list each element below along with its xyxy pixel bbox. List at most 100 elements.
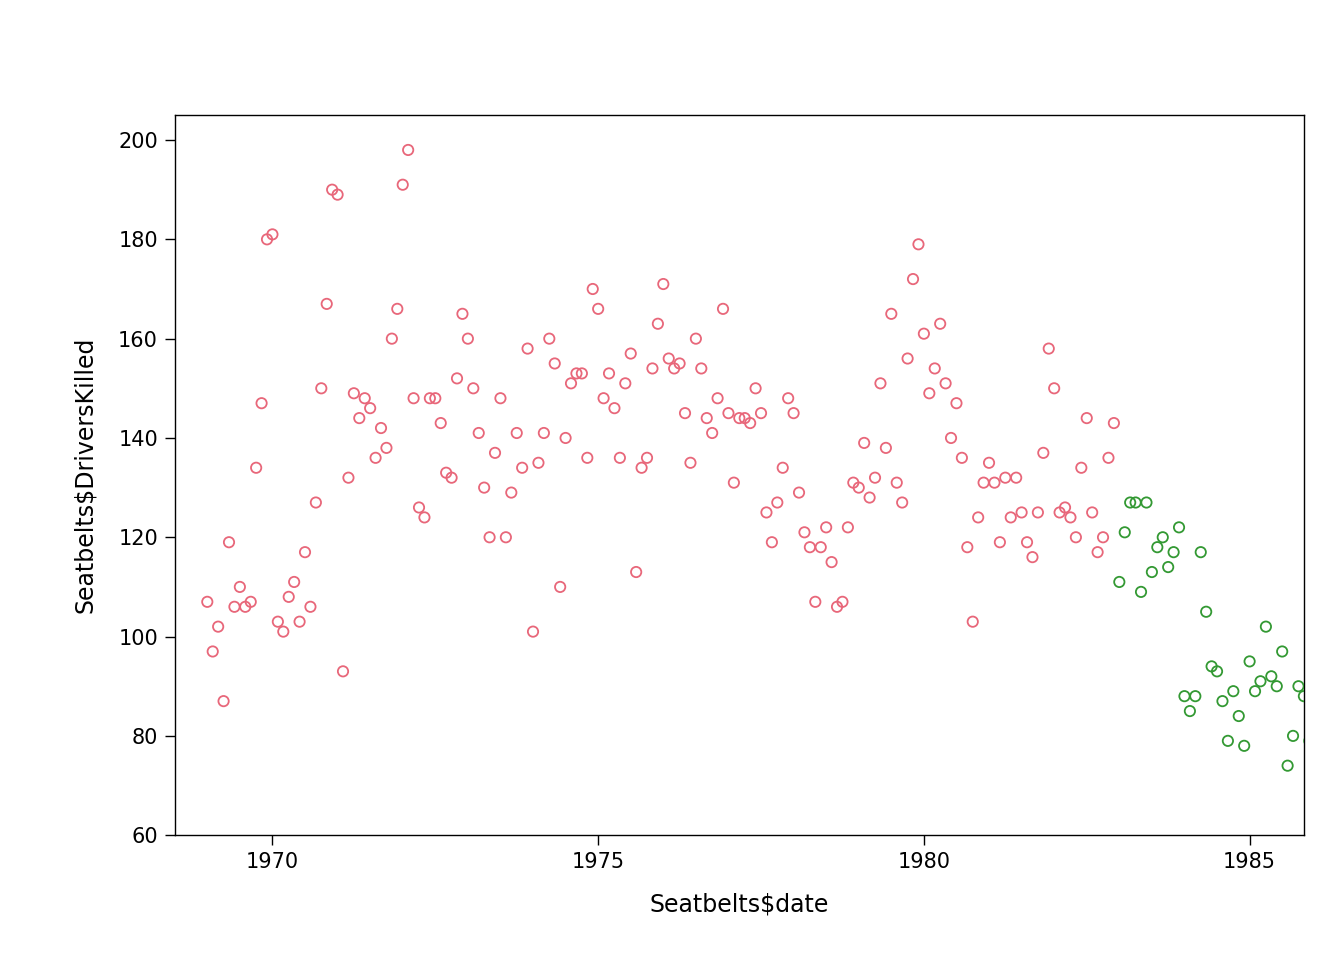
Point xyxy=(930,316,952,331)
Point xyxy=(382,331,403,347)
Point xyxy=(1054,500,1075,516)
Point xyxy=(523,624,544,639)
Point xyxy=(896,350,918,366)
Point xyxy=(409,500,430,516)
Point xyxy=(495,530,516,545)
Point xyxy=(680,455,702,470)
Point xyxy=(1087,544,1109,560)
Point xyxy=(462,380,484,396)
Point xyxy=(560,375,582,391)
Point xyxy=(1218,733,1239,749)
Point xyxy=(262,227,284,242)
Point xyxy=(544,356,566,372)
Point xyxy=(1157,560,1179,575)
Point xyxy=(609,450,630,466)
Point xyxy=(794,524,816,540)
Point xyxy=(1261,668,1282,684)
Point xyxy=(212,693,234,708)
Point xyxy=(1114,524,1136,540)
Point xyxy=(941,430,962,445)
Point xyxy=(539,331,560,347)
Point xyxy=(1250,674,1271,689)
Point xyxy=(1043,380,1064,396)
Point xyxy=(1077,411,1098,426)
Point xyxy=(669,356,691,372)
Point xyxy=(1082,505,1103,520)
Point xyxy=(973,475,995,491)
Point xyxy=(789,485,810,500)
Point xyxy=(918,386,939,401)
Point xyxy=(1168,519,1189,535)
Point xyxy=(864,470,886,486)
Point xyxy=(1173,688,1195,704)
Point xyxy=(289,614,310,630)
Point xyxy=(582,281,603,297)
Point xyxy=(550,579,571,594)
Point xyxy=(1016,535,1038,550)
Point xyxy=(1288,679,1309,694)
Point xyxy=(702,425,723,441)
Point xyxy=(886,475,907,491)
Point xyxy=(620,346,641,361)
Point xyxy=(376,441,398,456)
Point xyxy=(1234,738,1255,754)
Point xyxy=(712,301,734,317)
Point xyxy=(1038,341,1059,356)
Point xyxy=(1179,704,1200,719)
Point xyxy=(257,231,278,247)
Point xyxy=(1266,679,1288,694)
Point xyxy=(1239,654,1261,669)
Point xyxy=(337,470,359,486)
Point xyxy=(1005,470,1027,486)
Point xyxy=(843,475,864,491)
Point xyxy=(957,540,978,555)
Point xyxy=(946,396,968,411)
Point xyxy=(484,445,505,461)
Point xyxy=(810,540,832,555)
Point xyxy=(218,535,239,550)
Point xyxy=(430,416,452,431)
Point xyxy=(251,396,273,411)
Point xyxy=(1163,544,1184,560)
Point xyxy=(739,416,761,431)
Point xyxy=(321,182,343,198)
Point xyxy=(1120,494,1141,510)
Point xyxy=(267,614,289,630)
Point xyxy=(207,619,228,635)
Point xyxy=(707,391,728,406)
Point xyxy=(653,276,675,292)
Point xyxy=(1141,564,1163,580)
Point xyxy=(235,599,257,614)
Point xyxy=(294,544,316,560)
Point xyxy=(848,480,870,495)
Point xyxy=(571,366,593,381)
Point xyxy=(228,579,250,594)
Point xyxy=(766,494,788,510)
Point xyxy=(284,574,305,589)
Point xyxy=(755,505,777,520)
Point xyxy=(1255,619,1277,635)
Point xyxy=(777,391,798,406)
Point xyxy=(1277,758,1298,774)
X-axis label: Seatbelts$date: Seatbelts$date xyxy=(649,893,829,917)
Point xyxy=(603,400,625,416)
Point xyxy=(1195,604,1216,619)
Point xyxy=(935,375,957,391)
Point xyxy=(750,405,771,420)
Point xyxy=(441,470,462,486)
Point xyxy=(332,663,353,679)
Point xyxy=(664,361,685,376)
Point xyxy=(1093,530,1114,545)
Point xyxy=(1207,663,1228,679)
Point xyxy=(1048,505,1070,520)
Point xyxy=(425,391,446,406)
Point xyxy=(273,624,294,639)
Point xyxy=(343,386,364,401)
Point xyxy=(734,411,755,426)
Point xyxy=(696,411,718,426)
Point xyxy=(1066,530,1087,545)
Point xyxy=(837,519,859,535)
Point xyxy=(995,470,1016,486)
Point xyxy=(327,187,348,203)
Point xyxy=(316,297,337,312)
